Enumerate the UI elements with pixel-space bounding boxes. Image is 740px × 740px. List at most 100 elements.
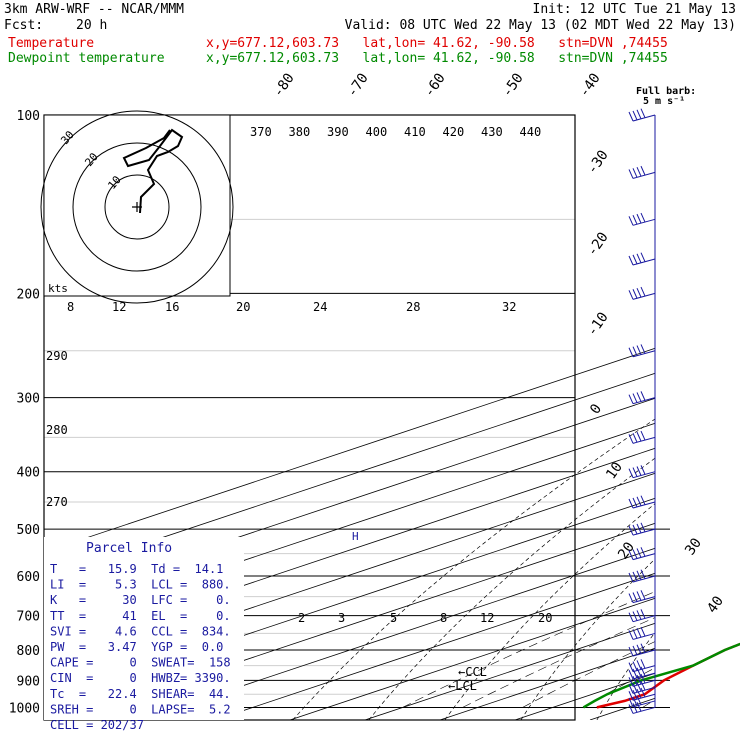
- wind-barb: [628, 673, 656, 687]
- parcel-info-row: CELL = 202/37: [50, 718, 144, 732]
- mixing-ratio-label: 5: [390, 611, 397, 625]
- wind-barb: [628, 666, 656, 680]
- theta-label: 420: [443, 125, 465, 139]
- dry-adiabat-line: [596, 631, 655, 720]
- wind-barb: [628, 547, 656, 561]
- wind-barb: [628, 495, 656, 509]
- forecast-hour: 20 h: [76, 18, 108, 33]
- wind-barb: [628, 609, 656, 623]
- temperature-line: [596, 642, 740, 709]
- valid-time: Valid: 08 UTC Wed 22 May 13 (02 MDT Wed …: [344, 18, 736, 33]
- moist-adiabat-line: [522, 641, 655, 708]
- isotherm-label: 10: [603, 459, 626, 482]
- parcel-info-row: K = 30 LFC = 0.: [50, 593, 231, 607]
- isotherm-label: -10: [584, 309, 612, 339]
- init-time: Init: 12 UTC Tue 21 May 13: [532, 2, 737, 17]
- theta-label: 380: [289, 125, 311, 139]
- theta-e-label: 32: [502, 300, 516, 314]
- parcel-info-row: TT = 41 EL = 0.: [50, 609, 231, 623]
- pressure-tick-label: 100: [17, 109, 40, 124]
- mixing-ratio-label: 8: [440, 611, 447, 625]
- wind-barb: [628, 108, 656, 122]
- isotherm-label: -60: [421, 70, 449, 100]
- wind-barb: [628, 695, 656, 708]
- wind-barb: [628, 391, 656, 405]
- pressure-tick-label: 600: [17, 570, 40, 585]
- parcel-info-row: SVI = 4.6 CCL = 834.: [50, 624, 231, 638]
- barb-legend-title: Full barb:: [636, 86, 696, 97]
- wind-barb: [628, 687, 656, 701]
- theta-label: 280: [46, 423, 68, 437]
- dry-adiabat-line: [520, 558, 655, 720]
- theta-label: 290: [46, 349, 68, 363]
- isotherm-line: [589, 697, 655, 720]
- mixing-ratio-label: 3: [338, 611, 345, 625]
- dewpoint-location-info: x,y=677.12,603.73 lat,lon= 41.62, -90.58…: [206, 51, 668, 66]
- wind-barb: [628, 680, 656, 694]
- moist-adiabat-line: [402, 591, 655, 708]
- theta-e-label: 16: [165, 300, 179, 314]
- isotherm-line: [439, 647, 655, 720]
- isotherm-line: [514, 672, 655, 720]
- isotherm-line: [214, 572, 655, 720]
- isotherm-label: 20: [615, 539, 638, 562]
- pressure-tick-label: 200: [17, 287, 40, 302]
- isotherm-line: [44, 372, 655, 578]
- hodograph-units-label: kts: [48, 282, 68, 295]
- pressure-tick-label: 800: [17, 644, 40, 659]
- ccl-marker: ←CCL: [458, 665, 487, 679]
- isotherm-label: 0: [587, 401, 605, 417]
- theta-e-label: 8: [67, 300, 74, 314]
- isotherm-line: [665, 115, 740, 720]
- wind-barb: [628, 212, 656, 226]
- isotherm-line: [364, 622, 655, 720]
- isotherm-line: [289, 597, 655, 720]
- hodograph-ring: [72, 142, 202, 272]
- height-marker: H: [352, 530, 359, 543]
- theta-e-label: 20: [236, 300, 250, 314]
- temperature-legend: Temperature: [8, 36, 95, 51]
- isotherm-label: 30: [682, 535, 705, 558]
- parcel-info-row: LI = 5.3 LCL = 880.: [50, 578, 231, 592]
- pressure-tick-label: 1000: [9, 701, 40, 716]
- wind-barb: [628, 465, 656, 479]
- isotherm-label: -70: [344, 70, 372, 100]
- wind-barb: [628, 165, 656, 179]
- wind-barb: [628, 659, 656, 673]
- pressure-tick-label: 500: [17, 523, 40, 538]
- moist-adiabat-line: [462, 617, 655, 708]
- isotherm-label: 40: [704, 593, 727, 616]
- wind-barb: [628, 522, 656, 536]
- parcel-info-title: Parcel Info: [86, 541, 172, 556]
- pressure-tick-label: 700: [17, 610, 40, 625]
- wind-barb: [628, 569, 656, 583]
- wind-barb: [628, 702, 656, 714]
- dry-adiabat-line: [292, 418, 655, 720]
- isotherm-label: -50: [499, 70, 527, 100]
- dewpoint-legend: Dewpoint temperature: [8, 51, 165, 66]
- wind-barb: [628, 252, 656, 266]
- theta-label: 440: [520, 125, 542, 139]
- theta-label: 400: [366, 125, 388, 139]
- wind-barb: [628, 626, 656, 640]
- hodograph-trace: [122, 128, 184, 214]
- wind-barb: [628, 344, 656, 358]
- theta-label: 390: [327, 125, 349, 139]
- wind-barb: [628, 430, 656, 444]
- barb-legend-units: 5 m s⁻¹: [643, 96, 685, 107]
- theta-e-label: 12: [112, 300, 126, 314]
- wind-barb: [628, 643, 656, 657]
- theta-e-label: 28: [406, 300, 420, 314]
- pressure-tick-label: 400: [17, 466, 40, 481]
- pressure-tick-label: 300: [17, 392, 40, 407]
- model-title: 3km ARW-WRF -- NCAR/MMM: [4, 2, 185, 17]
- moist-adiabat-line: [582, 667, 655, 708]
- parcel-info-row: T = 15.9 Td = 14.1: [50, 562, 223, 576]
- mixing-ratio-label: 20: [538, 611, 552, 625]
- theta-label: 430: [481, 125, 503, 139]
- dry-adiabat-line: [444, 503, 655, 720]
- parcel-info-row: CIN = 0 HWBZ= 3390.: [50, 671, 231, 685]
- forecast-label: Fcst:: [4, 18, 44, 33]
